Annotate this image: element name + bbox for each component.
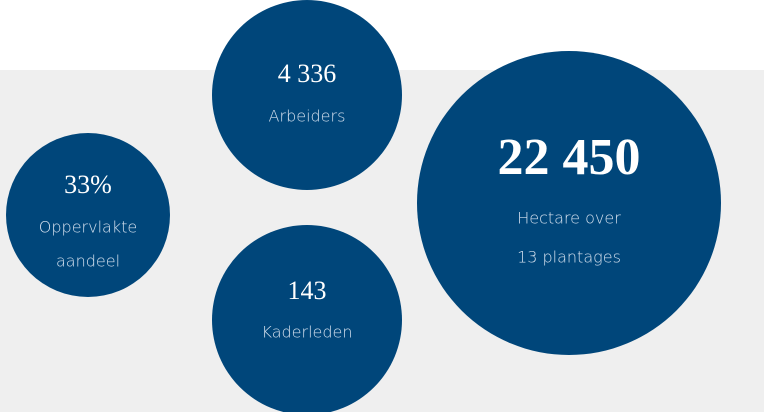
- stat-label: Oppervlakte: [39, 218, 137, 237]
- stat-label: 13 plantages: [517, 248, 621, 267]
- stat-label: Hectare over: [517, 209, 621, 228]
- stat-value: 22 450: [498, 129, 641, 186]
- stat-circle: [6, 133, 170, 297]
- stat-circle: [212, 0, 402, 190]
- stat-value: 33%: [64, 170, 112, 199]
- stat-circle: [417, 51, 721, 355]
- stat-value: 143: [288, 276, 327, 305]
- stat-label: Arbeiders: [269, 107, 346, 126]
- stat-label: aandeel: [56, 252, 120, 271]
- stat-circle: [212, 225, 402, 412]
- stat-value: 4 336: [278, 59, 337, 88]
- stat-label: Kaderleden: [261, 323, 352, 342]
